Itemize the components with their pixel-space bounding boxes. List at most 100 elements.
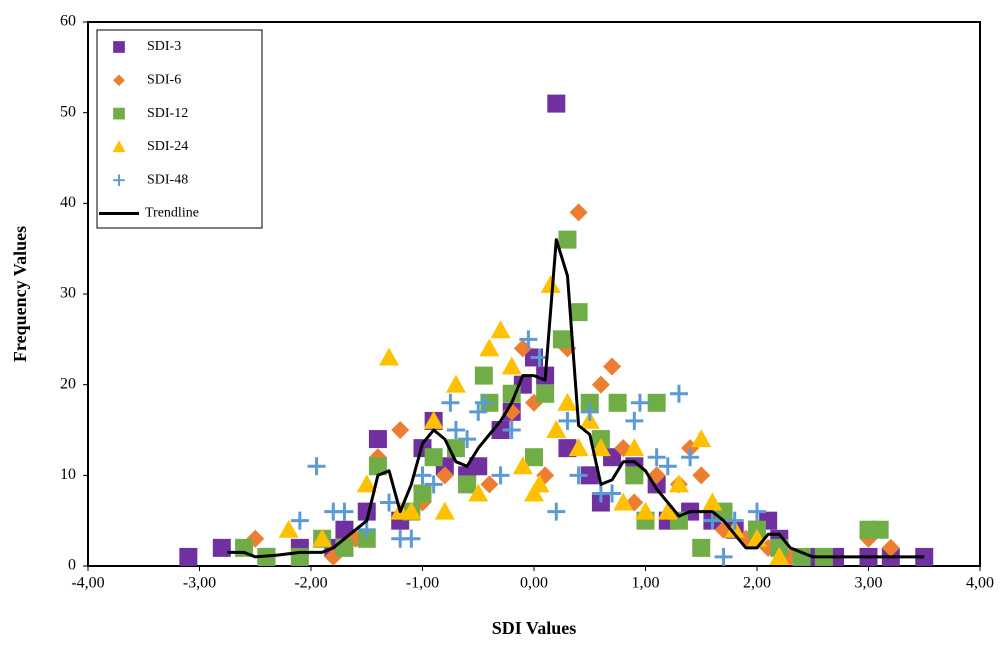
data-point [474, 393, 493, 412]
data-point [569, 203, 588, 222]
data-point [558, 230, 577, 249]
legend-marker [112, 140, 126, 153]
x-tick-label: -4,00 [71, 575, 104, 592]
data-point [547, 94, 566, 113]
data-point [624, 438, 645, 457]
data-point [491, 466, 510, 485]
data-point [529, 474, 550, 493]
data-point [691, 429, 712, 448]
data-point [580, 402, 599, 421]
x-axis-title: SDI Values [492, 618, 577, 638]
data-point [424, 475, 443, 494]
data-point [591, 493, 610, 512]
data-point [335, 538, 354, 557]
data-point [413, 466, 432, 485]
data-point [580, 466, 599, 485]
data-point [434, 501, 455, 520]
data-point [681, 448, 700, 467]
data-point [557, 392, 578, 411]
data-point [368, 430, 387, 449]
data-point [445, 374, 466, 393]
data-point [312, 528, 333, 547]
x-tick-label: 0,00 [520, 575, 548, 592]
data-point [474, 366, 493, 385]
legend-box [96, 29, 263, 229]
legend-label: SDI-12 [147, 106, 188, 121]
y-tick-label: 50 [60, 103, 76, 120]
data-point [647, 393, 666, 412]
data-point [714, 547, 733, 566]
trendline [227, 238, 925, 559]
legend-label: SDI-3 [147, 39, 181, 54]
data-point [692, 466, 711, 485]
data-point [356, 474, 377, 493]
data-point [424, 448, 443, 467]
data-point [547, 502, 566, 521]
data-point [658, 457, 677, 476]
data-point [435, 466, 454, 485]
data-point [402, 529, 421, 548]
data-point [792, 547, 811, 566]
data-point [368, 457, 387, 476]
y-axis-title: Frequency Values [10, 226, 30, 362]
data-point [702, 492, 723, 511]
data-point [179, 547, 198, 566]
legend-label: Trendline [145, 206, 199, 221]
data-point [524, 483, 544, 502]
data-point [441, 393, 460, 412]
data-point [558, 411, 577, 430]
data-point [569, 303, 588, 322]
data-point [212, 538, 231, 557]
y-tick-label: 20 [60, 375, 76, 392]
x-tick-label: 1,00 [632, 575, 660, 592]
data-point [552, 330, 571, 349]
data-point [568, 438, 589, 457]
data-point [401, 501, 422, 520]
data-point [625, 466, 644, 485]
legend-marker [113, 107, 125, 120]
legend-label: SDI-6 [147, 73, 181, 88]
data-point [546, 420, 567, 438]
data-point [512, 456, 533, 475]
legend-marker [113, 174, 125, 187]
y-tick-label: 60 [60, 13, 76, 30]
data-point [635, 501, 656, 520]
data-point [413, 484, 432, 503]
data-point [725, 511, 744, 530]
y-tick-label: 30 [60, 285, 76, 302]
data-point [630, 393, 649, 412]
data-point [391, 421, 410, 439]
data-point [423, 410, 444, 429]
data-point [490, 320, 511, 339]
data-point [519, 330, 538, 349]
data-point [669, 384, 688, 403]
data-point [536, 384, 555, 403]
data-point [357, 520, 376, 539]
data-point [290, 511, 309, 530]
data-point [569, 466, 588, 485]
x-tick-label: -3,00 [183, 575, 216, 592]
data-point [290, 547, 309, 566]
data-point [479, 338, 500, 357]
x-tick-label: 2,00 [743, 575, 771, 592]
data-point [668, 474, 689, 493]
legend-marker [113, 41, 125, 53]
y-tick-label: 40 [60, 194, 76, 211]
y-tick-label: 10 [60, 466, 76, 483]
data-point [501, 356, 522, 375]
data-point [692, 538, 711, 557]
data-point [469, 402, 488, 421]
data-point [608, 393, 627, 412]
legend-label: SDI-48 [147, 172, 188, 187]
data-point [769, 546, 790, 565]
data-point [469, 457, 488, 476]
x-tick-label: 4,00 [966, 575, 994, 592]
data-point [703, 511, 722, 530]
data-point [307, 457, 326, 476]
x-tick-label: 3,00 [855, 575, 883, 592]
x-tick-label: -2,00 [294, 575, 327, 592]
data-point [590, 438, 611, 457]
data-point [357, 529, 376, 548]
data-point [480, 475, 499, 494]
